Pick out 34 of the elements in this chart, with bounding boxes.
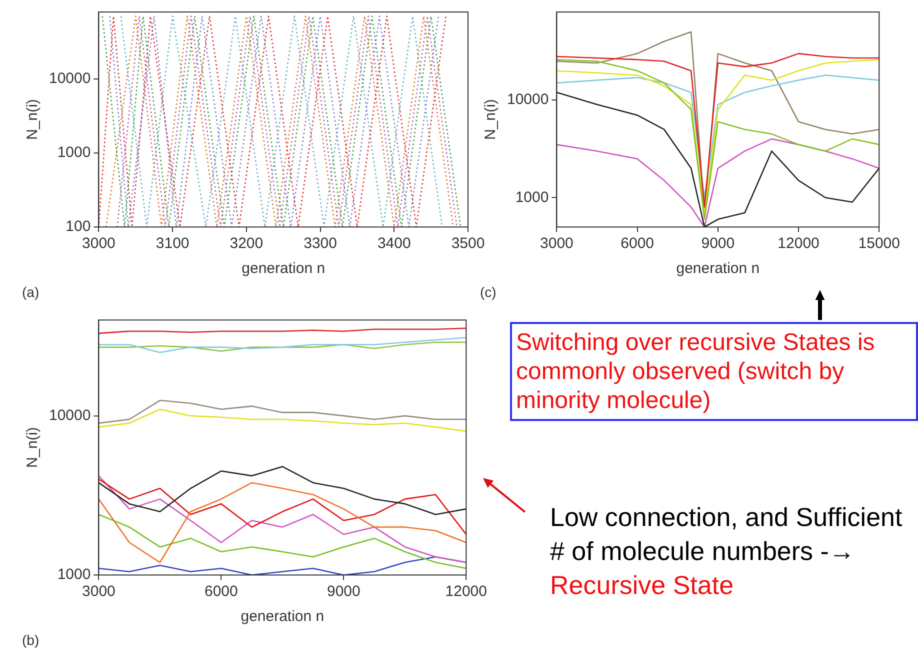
y-axis-title: N_n(i) xyxy=(24,99,42,140)
x-tick-label: 12000 xyxy=(445,583,488,600)
text: (a) xyxy=(22,284,40,300)
x-tick-label: 6000 xyxy=(204,583,238,600)
x-tick-label: 3000 xyxy=(540,235,574,252)
x-tick-label: 3000 xyxy=(82,583,116,600)
x-tick-label: 9000 xyxy=(701,235,735,252)
x-tick-label: 9000 xyxy=(326,583,360,600)
y-tick-label: 1000 xyxy=(515,188,549,206)
y-tick-label: 10000 xyxy=(506,91,549,108)
x-tick-label: 3400 xyxy=(377,235,411,252)
x-tick-label: 3000 xyxy=(82,235,116,252)
y-tick-label: 1000 xyxy=(57,144,91,162)
y-axis-title: N_n(i) xyxy=(482,99,500,140)
x-tick-label: 6000 xyxy=(620,235,654,252)
y-axis-title: N_n(i) xyxy=(24,427,42,468)
y-tick-label: 1000 xyxy=(57,566,91,584)
x-tick-label: 3300 xyxy=(304,235,337,252)
x-axis-title: generation n xyxy=(240,608,324,626)
x-axis-title: generation n xyxy=(242,260,326,278)
x-axis-title: generation n xyxy=(676,260,760,278)
x-tick-label: 3500 xyxy=(451,235,485,252)
text: Low connection, and Sufficient # of molecule numbers -→ xyxy=(550,502,902,566)
x-tick-label: 3200 xyxy=(230,235,264,252)
text: (c) xyxy=(480,284,496,300)
text: (b) xyxy=(22,632,40,648)
x-tick-label: 3100 xyxy=(156,235,190,252)
text: Switching over recursive States is commonly observed (switch by minority molecule) xyxy=(516,329,875,414)
x-tick-label: 12000 xyxy=(778,235,820,252)
y-tick-label: 10000 xyxy=(48,406,91,424)
y-tick-label: 10000 xyxy=(48,70,91,88)
x-tick-label: 15000 xyxy=(858,235,900,252)
text: Recursive State xyxy=(550,570,734,600)
y-tick-label: 100 xyxy=(66,218,91,236)
